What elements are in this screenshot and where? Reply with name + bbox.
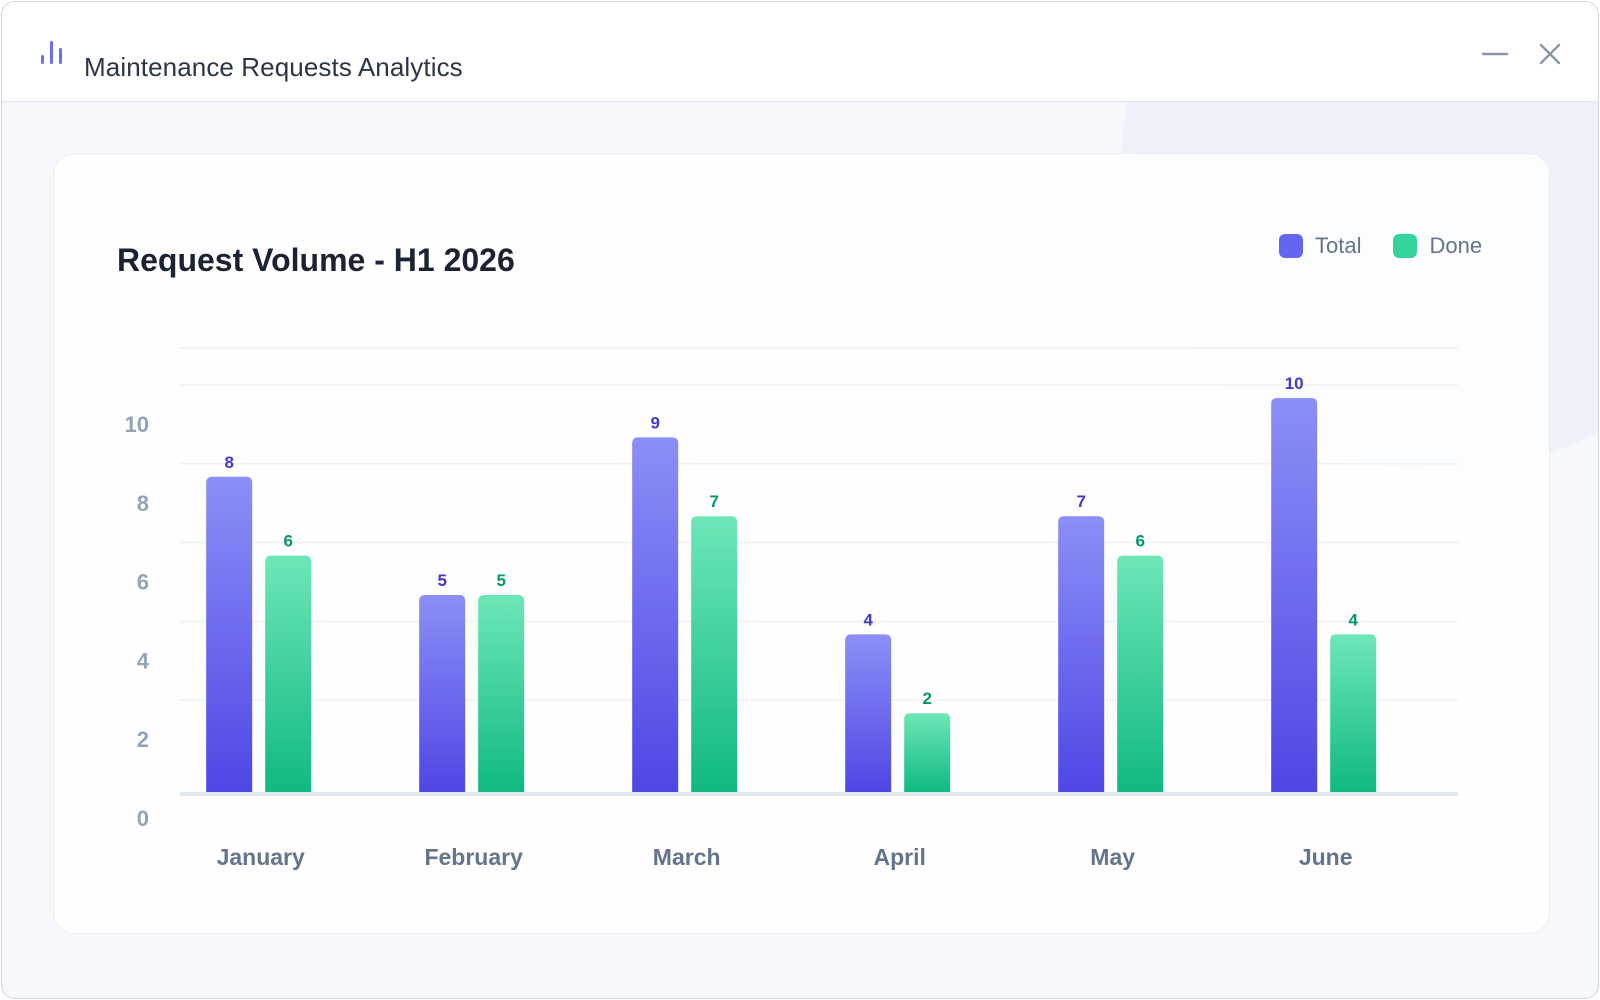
y-tick-label: 6	[137, 570, 149, 595]
data-label-total: 10	[1285, 374, 1304, 393]
legend-swatch-done	[1393, 234, 1418, 258]
title-bar: Maintenance Requests Analytics	[2, 2, 1598, 102]
x-category-label: April	[873, 844, 925, 870]
legend-item-total: Total	[1279, 233, 1361, 259]
legend-label-done: Done	[1429, 233, 1483, 258]
bar-total-june	[1271, 398, 1318, 792]
x-category-label: March	[653, 844, 721, 870]
y-tick-label: 0	[137, 806, 149, 831]
y-tick-label: 8	[137, 491, 149, 516]
y-tick-label: 10	[125, 412, 149, 437]
y-tick-label: 2	[137, 727, 149, 752]
close-icon[interactable]	[1536, 40, 1564, 68]
x-category-label: June	[1299, 844, 1353, 870]
chart-legend: Total Done	[1279, 231, 1482, 261]
data-label-done: 5	[496, 571, 505, 590]
bar-total-april	[845, 634, 892, 792]
data-label-total: 5	[437, 571, 446, 590]
content-area: Request Volume - H1 2026 Total Done	[2, 102, 1598, 998]
y-tick-label: 4	[137, 648, 150, 673]
bar-chart: 0 2 4 6 8 10 8 6 January 5 5 February 9 7 March 4 2 April…	[125, 347, 1458, 870]
bar-done-january	[265, 555, 312, 792]
bar-done-february	[478, 595, 525, 792]
data-label-done: 2	[922, 689, 931, 708]
bar-total-february	[419, 595, 466, 792]
chart-card: Request Volume - H1 2026 Total Done	[53, 153, 1550, 934]
data-label-total: 8	[224, 453, 233, 472]
bar-total-may	[1058, 516, 1105, 792]
data-label-total: 4	[863, 610, 873, 629]
data-label-total: 9	[650, 413, 659, 432]
data-label-done: 4	[1348, 610, 1358, 629]
data-label-total: 7	[1076, 492, 1085, 511]
bar-chart-icon	[41, 41, 62, 64]
legend-label-total: Total	[1315, 233, 1362, 258]
bar-done-may	[1117, 555, 1164, 792]
x-category-label: January	[217, 844, 305, 870]
bar-done-june	[1330, 634, 1377, 792]
bar-done-march	[691, 516, 738, 792]
minimize-icon[interactable]	[1481, 40, 1509, 68]
x-category-label: February	[424, 844, 523, 870]
bar-total-march	[632, 437, 679, 792]
data-label-done: 6	[1135, 532, 1144, 551]
legend-swatch-total	[1279, 234, 1303, 258]
data-label-done: 6	[283, 532, 292, 551]
legend-item-done: Done	[1393, 233, 1482, 259]
chart-title: Request Volume - H1 2026	[117, 242, 515, 278]
bar-done-april	[904, 713, 951, 792]
data-label-done: 7	[709, 492, 718, 511]
window-title: Maintenance Requests Analytics	[84, 52, 463, 82]
bar-total-january	[206, 476, 253, 792]
x-category-label: May	[1090, 844, 1135, 870]
